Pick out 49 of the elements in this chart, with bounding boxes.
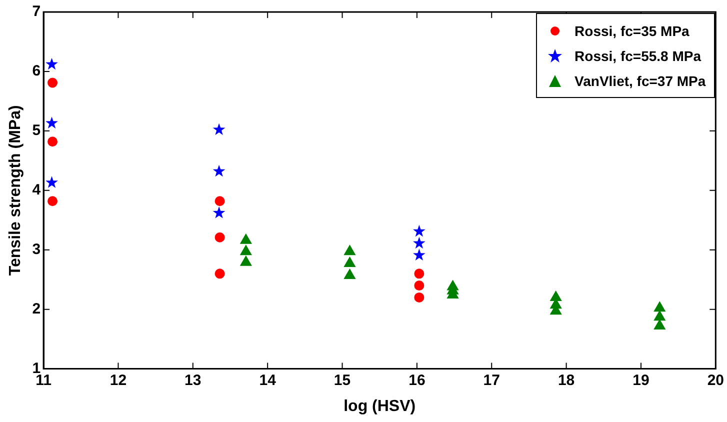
point	[414, 268, 424, 279]
x-tick-label: 18	[558, 372, 575, 389]
x-tick-label: 12	[110, 372, 127, 389]
y-axis-title: Tensile strength (MPa)	[7, 105, 24, 276]
y-tick-label: 5	[32, 122, 41, 140]
point	[212, 206, 226, 218]
x-tick-label: 13	[184, 372, 202, 389]
point	[46, 116, 58, 128]
point	[214, 232, 225, 242]
legend-label: Rossi, fc=55.8 MPa	[574, 48, 701, 64]
point	[48, 196, 58, 206]
point	[240, 256, 252, 266]
point	[413, 224, 426, 237]
point	[48, 136, 58, 147]
point	[212, 164, 226, 177]
y-tick-label: 6	[32, 62, 41, 80]
point	[413, 248, 426, 260]
point	[654, 310, 666, 321]
point	[214, 268, 225, 279]
x-tick-label: 11	[36, 372, 52, 389]
y-tick-label: 2	[32, 300, 41, 318]
point	[46, 58, 58, 70]
point	[48, 78, 58, 88]
x-tick-label: 20	[707, 372, 724, 389]
point	[240, 234, 252, 244]
x-tick-label: 14	[259, 372, 277, 389]
point	[414, 292, 424, 302]
x-tick-label: 17	[483, 372, 500, 389]
y-tick-label: 4	[32, 182, 42, 199]
point	[46, 176, 58, 188]
x-tick-label: 15	[334, 372, 351, 389]
point	[414, 280, 424, 291]
point	[214, 196, 225, 206]
y-tick-label: 7	[32, 3, 41, 20]
x-axis-title: log (HSV)	[344, 398, 416, 415]
x-tick-label: 16	[408, 372, 426, 389]
point	[240, 245, 252, 256]
point	[344, 268, 356, 279]
x-tick-label: 19	[632, 372, 650, 389]
point	[212, 123, 226, 136]
point	[654, 319, 666, 330]
point	[413, 236, 426, 249]
point	[344, 257, 356, 268]
legend-label: Rossi, fc=35 MPa	[574, 22, 690, 38]
y-tick-label: 3	[32, 241, 41, 258]
point	[344, 245, 356, 256]
point	[550, 290, 562, 301]
point	[654, 302, 666, 312]
legend-label: VanVliet, fc=37 MPa	[574, 72, 706, 88]
